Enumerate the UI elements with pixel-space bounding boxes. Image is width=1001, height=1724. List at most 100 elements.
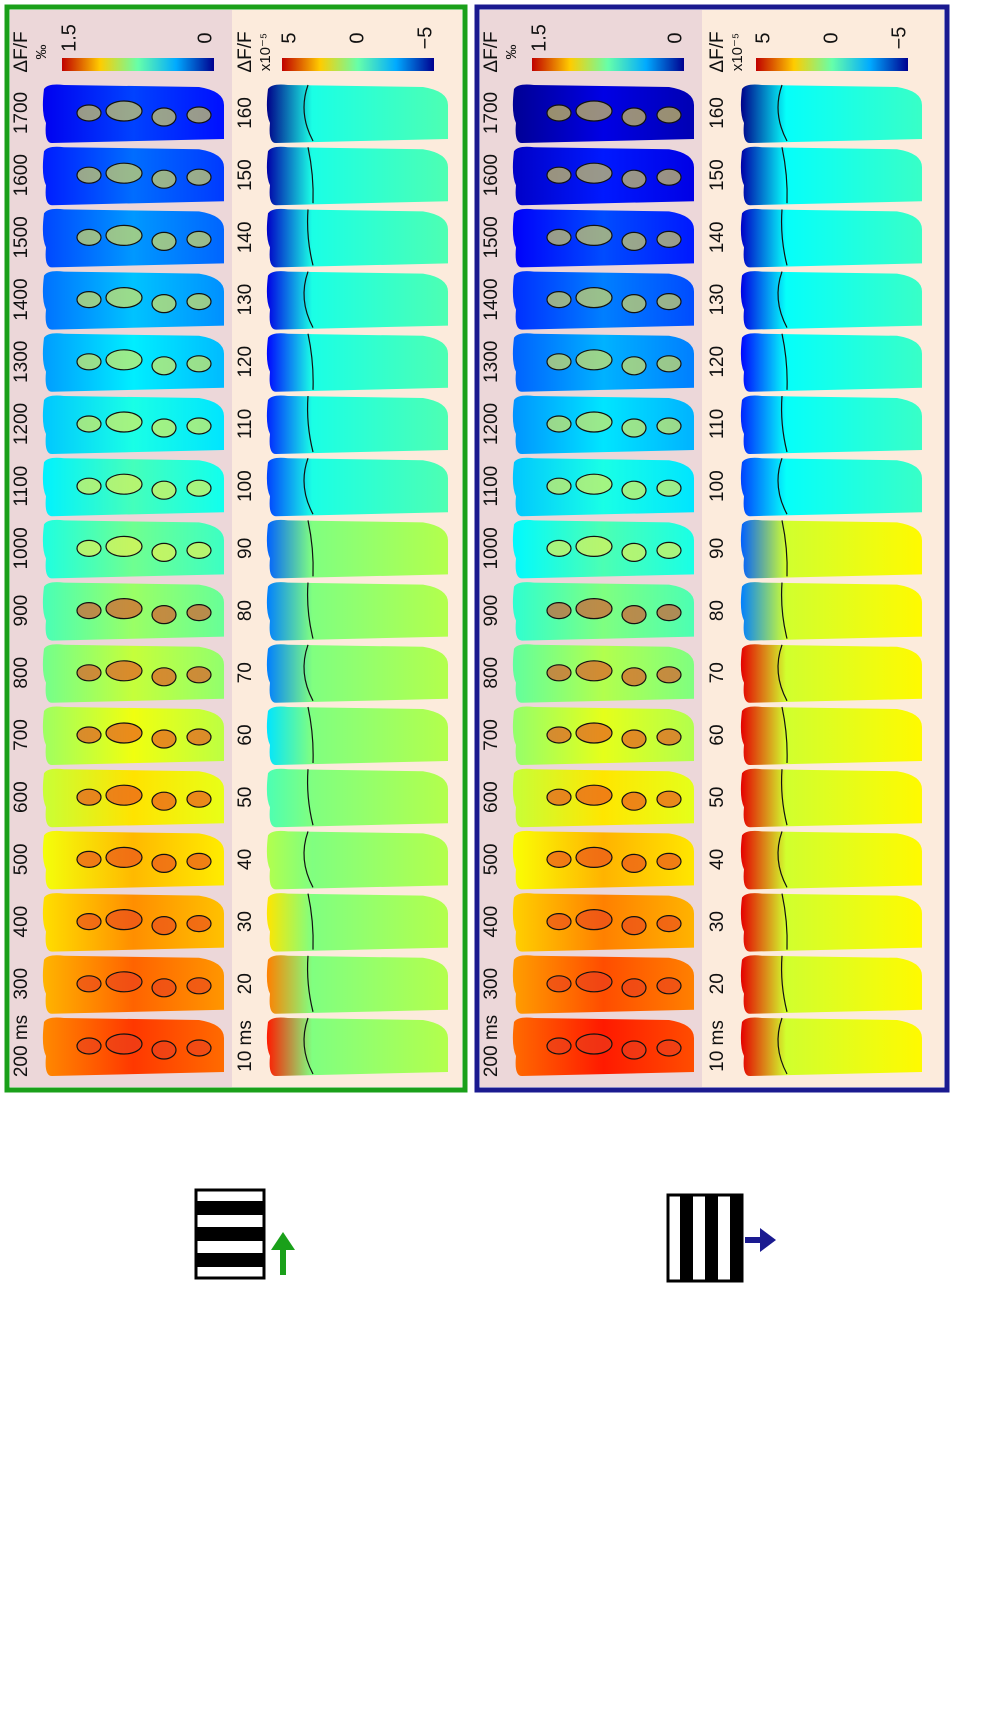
frame-label: 400 [481, 906, 502, 938]
contour [187, 1040, 211, 1056]
colorbar-label: 0 [664, 32, 686, 43]
contour [576, 847, 612, 867]
frame-label: 1500 [11, 216, 32, 258]
contour [77, 354, 101, 370]
contour [622, 854, 646, 872]
frame-label: 1200 [481, 403, 502, 445]
unit-label: ΔF/F [707, 31, 728, 72]
contour [547, 976, 571, 992]
contour [622, 357, 646, 375]
frame-label: 800 [481, 657, 502, 689]
frame-label: 700 [481, 719, 502, 751]
contour [152, 170, 176, 188]
response-map [267, 396, 448, 455]
contour [152, 854, 176, 872]
contour [547, 727, 571, 743]
colorbar-label: 0 [194, 32, 216, 43]
response-map [741, 644, 922, 703]
contour [657, 107, 681, 123]
contour [657, 791, 681, 807]
frame-label: 1000 [481, 527, 502, 569]
contour [77, 665, 101, 681]
contour [106, 599, 142, 619]
frame-label: 80 [707, 600, 728, 621]
frame-label: 300 [11, 968, 32, 1000]
contour [622, 419, 646, 437]
contour [106, 972, 142, 992]
response-map [741, 831, 922, 890]
colorbar-label: 0 [820, 32, 842, 43]
contour [657, 667, 681, 683]
contour [547, 914, 571, 930]
frame-label: 10 ms [707, 1020, 728, 1072]
frame-label: 1300 [481, 341, 502, 383]
response-map [741, 271, 922, 330]
frame-label: 1100 [481, 466, 502, 507]
contour [152, 1041, 176, 1059]
contour [152, 419, 176, 437]
response-map [741, 1018, 922, 1077]
colorbar-label: −5 [888, 27, 910, 50]
contour [152, 108, 176, 126]
response-map [267, 333, 448, 392]
frame-label: 900 [11, 595, 32, 627]
frame-label: 1100 [11, 466, 32, 507]
contour [576, 1034, 612, 1054]
unit-sub-label: ‰ [33, 45, 50, 60]
contour [106, 288, 142, 308]
contour [152, 979, 176, 997]
contour [106, 847, 142, 867]
colorbar-label: 1.5 [58, 24, 80, 52]
response-map [267, 147, 448, 206]
response-map [267, 769, 448, 828]
contour [622, 730, 646, 748]
response-map [741, 520, 922, 579]
frame-label: 40 [235, 849, 256, 870]
contour [187, 791, 211, 807]
contour [622, 1041, 646, 1059]
contour [106, 1034, 142, 1054]
contour [106, 785, 142, 805]
frame-label: 1000 [11, 527, 32, 569]
response-map [267, 582, 448, 641]
contour [657, 231, 681, 247]
response-map [267, 209, 448, 268]
stimulus-horizontal [196, 1190, 295, 1278]
frame-label: 140 [235, 222, 256, 254]
frame-label: 90 [707, 538, 728, 559]
contour [77, 1038, 101, 1054]
stimulus-vertical [668, 1195, 776, 1281]
frame-label: 10 ms [235, 1020, 256, 1072]
contour [622, 606, 646, 624]
contour [187, 916, 211, 932]
frame-label: 200 ms [11, 1015, 32, 1077]
contour [106, 225, 142, 245]
contour [547, 105, 571, 121]
response-map [267, 271, 448, 330]
frame-label: 150 [707, 159, 728, 191]
contour [77, 914, 101, 930]
frame-label: 120 [707, 346, 728, 378]
frame-label: 1700 [11, 92, 32, 134]
frame-label: 120 [235, 346, 256, 378]
contour [622, 917, 646, 935]
frame-label: 40 [707, 849, 728, 870]
response-map [741, 396, 922, 455]
contour [622, 170, 646, 188]
contour [106, 661, 142, 681]
contour [657, 480, 681, 496]
frame-label: 50 [707, 787, 728, 808]
frame-label: 500 [11, 844, 32, 876]
unit-label: ΔF/F [11, 31, 32, 72]
contour [547, 292, 571, 308]
response-map [741, 707, 922, 766]
unit-label: ΔF/F [481, 31, 502, 72]
contour [152, 792, 176, 810]
colorbar-label: −5 [414, 27, 436, 50]
contour [152, 543, 176, 561]
frame-label: 110 [235, 409, 256, 439]
contour [106, 101, 142, 121]
contour [547, 354, 571, 370]
contour [622, 792, 646, 810]
contour [106, 536, 142, 556]
